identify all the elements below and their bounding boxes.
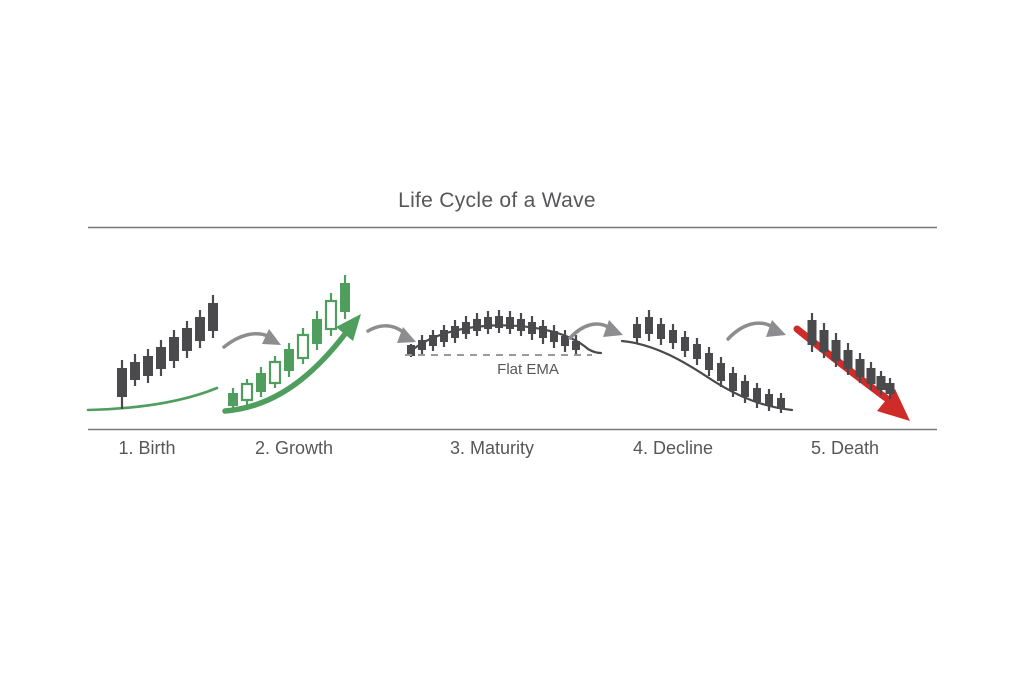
candlestick [418,335,426,355]
curved-arrow-icon-3 [568,320,623,340]
curved-arrow-head [603,320,623,337]
candlestick [195,310,205,348]
candlestick [657,318,665,345]
candlestick [550,325,558,348]
candlestick [473,313,481,336]
stage-label-decline: 4. Decline [633,438,713,458]
candlestick [866,362,876,390]
candlestick [819,323,829,358]
candlestick [340,275,350,319]
candlestick [117,360,127,409]
candlestick [228,388,238,410]
candlestick [296,328,310,364]
candlestick [462,316,470,339]
curved-arrow-shaft [222,332,270,349]
candlestick [169,330,179,368]
candlestick [741,375,749,403]
curved-arrow-icon-2 [366,324,416,343]
candlestick [717,357,725,387]
curved-arrow-head [262,329,281,345]
stage-death: 5. Death [793,313,910,458]
curved-arrow-shaft [726,321,773,341]
curved-arrow-shaft [568,322,610,340]
candlestick [633,317,641,344]
candlestick [807,313,817,352]
candlestick [669,324,677,349]
candlestick [876,371,886,395]
candlestick [572,335,580,356]
candlestick [130,354,140,386]
candlestick [268,356,282,388]
stage-maturity: Flat EMA 3. Maturity [405,310,603,458]
candlestick [885,378,895,399]
candlestick [495,310,503,333]
flat-ema-label: Flat EMA [497,361,559,378]
curved-arrow-head [766,320,786,337]
candlestick [855,353,865,383]
stage-label-maturity: 3. Maturity [450,438,534,458]
stage-birth: 1. Birth [86,295,219,458]
maturity-candles [407,310,580,357]
candlestick [256,367,266,397]
stage-label-growth: 2. Growth [255,438,333,458]
candlestick [705,347,713,376]
candlestick [693,338,701,365]
birth-candles [117,295,218,409]
stage-growth: 2. Growth [222,275,361,458]
candlestick [777,393,785,413]
candlestick [156,340,166,376]
death-arrow-icon [877,389,910,421]
curved-arrow-icon-1 [222,329,281,349]
candlestick [208,295,218,338]
candlestick [843,343,853,375]
candlestick [753,383,761,408]
candlestick [240,379,254,405]
curved-arrow-icon-4 [726,320,786,341]
candlestick [429,330,437,351]
candlestick [182,321,192,358]
candlestick [440,325,448,347]
candlestick [539,320,547,344]
death-candles [807,313,895,399]
diagram-title: Life Cycle of a Wave [398,189,596,212]
growth-arrow-icon [336,314,361,341]
stage-decline: 4. Decline [620,310,794,458]
curved-arrow-shaft [366,324,405,334]
candlestick [528,316,536,340]
candlestick [561,330,569,352]
birth-ema-curve [86,386,219,412]
candlestick [484,311,492,334]
candlestick [729,367,737,397]
candlestick [143,349,153,383]
candlestick [517,313,525,336]
death-arrow-shaft [793,325,890,402]
stage-label-birth: 1. Birth [118,438,175,458]
growth-arrow-shaft [222,331,348,414]
curved-arrow-head [397,327,416,343]
candlestick [765,389,773,411]
stage-label-death: 5. Death [811,438,879,458]
candlestick [831,333,841,367]
growth-candles [228,275,350,410]
candlestick [645,310,653,341]
candlestick [284,343,294,377]
candlestick [506,311,514,334]
candlestick [312,311,322,350]
candlestick [451,320,459,343]
candlestick [324,293,338,336]
candlestick [681,331,689,357]
decline-candles [633,310,785,413]
